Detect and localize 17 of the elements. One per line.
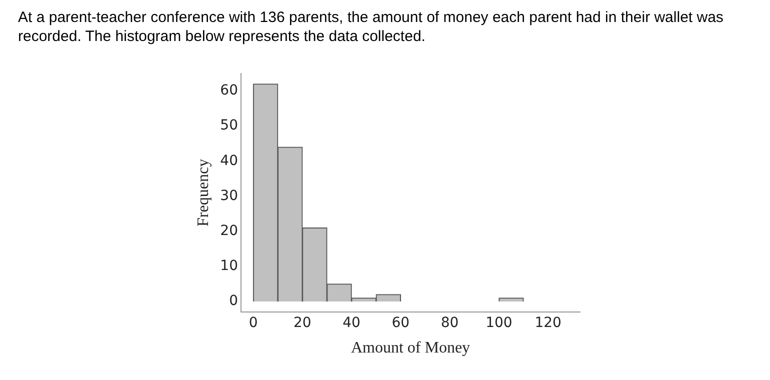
y-tick-label: 50 (220, 118, 238, 134)
x-tick-label: 0 (248, 315, 258, 332)
y-tick-label: 40 (220, 152, 238, 169)
y-tick-label: 30 (220, 188, 238, 204)
x-axis-title: Amount of Money (350, 340, 470, 357)
x-tick-label: 20 (294, 315, 312, 332)
x-tick-label: 120 (534, 315, 562, 332)
y-axis-title: Frequency (194, 158, 212, 226)
y-tick-label: 0 (229, 293, 238, 310)
x-tick-label: 100 (486, 315, 512, 332)
y-tick-label: 60 (220, 82, 238, 99)
x-tick-label: 60 (392, 315, 410, 332)
y-tick-label: 20 (220, 222, 238, 239)
x-tick-label: 40 (342, 315, 360, 332)
x-tick-label: 80 (440, 315, 459, 332)
y-tick-label: 10 (220, 258, 238, 274)
chart-title: At a parent-teacher conference with 136 parents, the amount of money each parent had in their wallet was recorded. The histogram below represents the data collected. (18, 8, 724, 46)
